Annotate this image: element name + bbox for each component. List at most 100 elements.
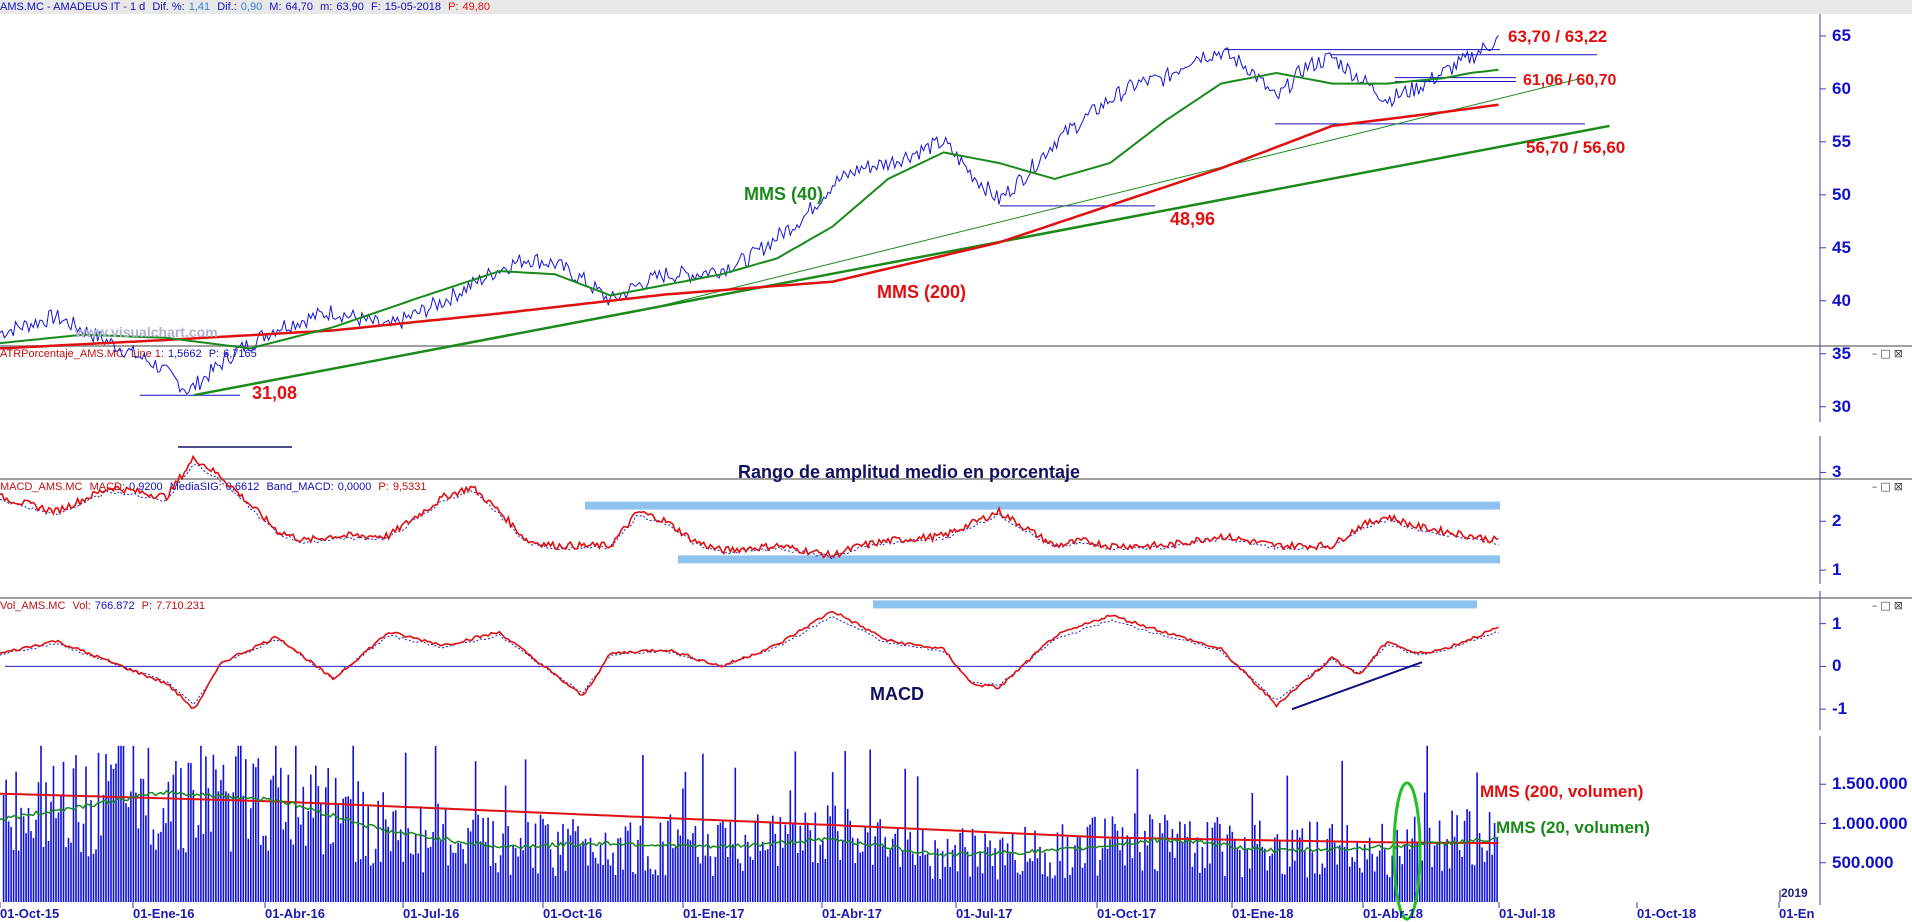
- volume-bar: [472, 819, 474, 902]
- volume-bar: [839, 859, 841, 902]
- atr-p-label: P:: [208, 348, 220, 360]
- volume-bar: [789, 790, 792, 902]
- volume-bar: [607, 859, 609, 902]
- volume-bar: [270, 779, 272, 902]
- volume-bar: [1346, 825, 1348, 902]
- volume-bar: [1194, 852, 1196, 902]
- volume-bar: [140, 778, 142, 902]
- pane-separator[interactable]: [0, 345, 1912, 347]
- volume-bar: [639, 825, 642, 902]
- volume-bar: [1451, 810, 1453, 902]
- volume-bar: [325, 787, 327, 902]
- volume-bar: [419, 806, 422, 902]
- volume-bar: [402, 861, 404, 902]
- volume-bar: [664, 875, 667, 902]
- volume-bar: [434, 745, 437, 902]
- atr-line: [0, 454, 1499, 559]
- volume-bar: [916, 776, 919, 902]
- volume-bar: [1488, 812, 1491, 902]
- volume-bar: [954, 845, 956, 902]
- vol-window-controls[interactable]: –□⊠: [1871, 599, 1906, 612]
- volume-bar: [869, 749, 871, 902]
- volume-bar: [574, 831, 577, 902]
- volume-bar: [904, 768, 906, 902]
- price-y-tick: 30: [1832, 396, 1851, 416]
- volume-bar: [1049, 862, 1051, 902]
- volume-bar: [237, 745, 240, 902]
- volume-bar: [342, 798, 344, 902]
- volume-bar: [334, 777, 337, 902]
- volume-bar: [517, 856, 519, 902]
- volume-bar: [677, 829, 679, 902]
- volume-bar: [824, 858, 827, 902]
- volume-bar: [295, 745, 297, 902]
- volume-bar: [162, 808, 165, 902]
- volume-bar: [25, 833, 27, 902]
- volume-bar: [649, 868, 652, 902]
- volume-bar: [1241, 877, 1244, 902]
- pane-separator[interactable]: [0, 597, 1912, 599]
- volume-bar: [1054, 875, 1056, 902]
- volume-bar: [539, 814, 542, 902]
- volume-bar: [282, 829, 285, 902]
- volume-bar: [145, 815, 147, 902]
- volume-bar: [1114, 823, 1116, 902]
- volume-bar: [1356, 842, 1358, 902]
- volume-bar: [632, 871, 634, 902]
- volume-bar: [287, 774, 290, 902]
- atr-window-controls[interactable]: –□⊠: [1871, 347, 1906, 360]
- volume-bar: [1284, 874, 1286, 902]
- volume-bar: [1466, 809, 1468, 902]
- volume-bar: [657, 875, 659, 902]
- atr-y-tick: 1: [1832, 560, 1842, 580]
- volume-bar: [422, 872, 424, 902]
- volume-bar: [172, 774, 175, 902]
- volume-bar: [1064, 877, 1066, 902]
- volume-bar: [27, 807, 30, 902]
- macd-trendline: [1291, 661, 1423, 711]
- volume-bar: [1149, 814, 1151, 902]
- macd-window-controls[interactable]: –□⊠: [1871, 480, 1906, 493]
- volume-bar: [359, 859, 362, 902]
- volume-bar: [1348, 866, 1351, 902]
- volume-bar: [305, 845, 307, 902]
- volume-bar: [250, 808, 252, 902]
- volume-bar: [924, 854, 926, 902]
- volume-bar: [260, 844, 262, 902]
- year-marker: 2019: [1781, 886, 1808, 900]
- volume-bar: [1226, 834, 1229, 902]
- volume-bar: [769, 821, 772, 902]
- volume-bar: [906, 839, 909, 902]
- volume-bar: [734, 767, 737, 902]
- volume-bar: [896, 827, 899, 902]
- volume-bar: [911, 853, 914, 902]
- volume-bar: [1214, 822, 1216, 902]
- volume-bar: [1301, 828, 1304, 902]
- volume-bar: [1453, 836, 1456, 902]
- volume-bar: [709, 856, 712, 902]
- pane-separator[interactable]: [0, 478, 1912, 480]
- volume-bar: [217, 791, 220, 902]
- volume-bar: [1261, 846, 1264, 902]
- volume-bar: [1324, 867, 1326, 902]
- volume-bar: [32, 837, 35, 902]
- volume-bar: [2, 794, 5, 902]
- volume-bar: [859, 852, 861, 902]
- volume-bar: [1071, 867, 1074, 902]
- trendline: [194, 124, 1610, 397]
- macd-line: [0, 610, 1499, 709]
- volume-bar: [339, 823, 342, 902]
- volume-bar: [1361, 872, 1363, 902]
- volume-bar: [374, 848, 377, 902]
- volume-bar: [836, 831, 839, 902]
- volume-bar: [514, 848, 517, 902]
- volume-bar: [1413, 816, 1416, 902]
- volume-bar: [724, 827, 727, 902]
- volume-bar: [829, 816, 831, 902]
- volume-bar: [1021, 871, 1024, 902]
- volume-bar: [552, 867, 554, 902]
- volume-bar: [797, 853, 799, 902]
- volume-bar: [292, 844, 295, 902]
- volume-bar: [210, 831, 212, 902]
- volume-bar: [1309, 821, 1311, 902]
